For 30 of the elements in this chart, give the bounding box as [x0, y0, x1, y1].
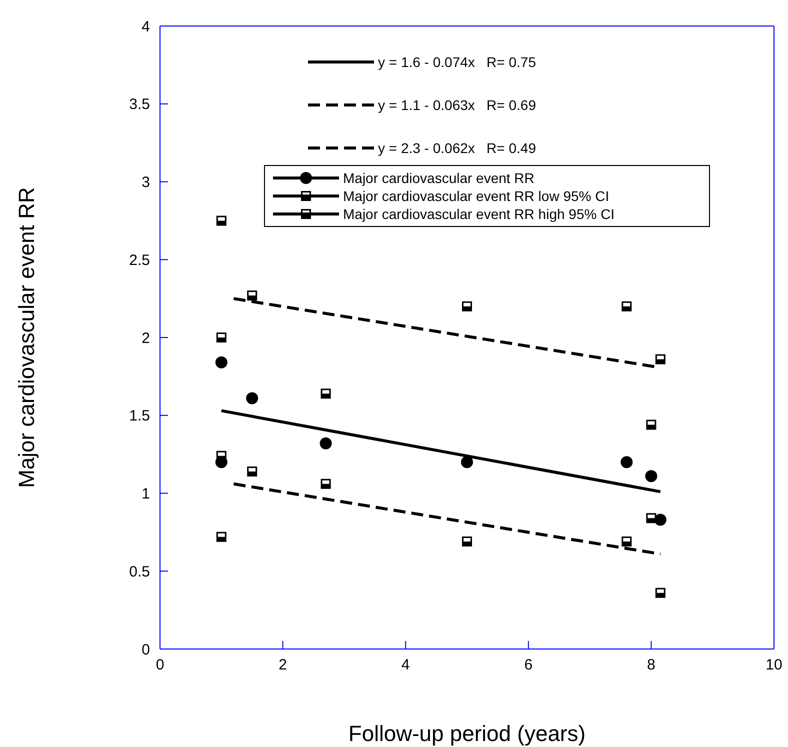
- y-tick-label: 2: [142, 330, 150, 347]
- point: [320, 437, 332, 450]
- y-tick-label: 2.5: [129, 252, 150, 269]
- point: [654, 514, 666, 526]
- legend-label: Major cardiovascular event RR high 95% CI: [343, 206, 615, 222]
- x-tick-label: 10: [766, 656, 782, 674]
- legend-label: y = 1.6 - 0.074x R= 0.75: [378, 54, 536, 70]
- legend-label: y = 2.3 - 0.062x R= 0.49: [378, 140, 536, 156]
- y-tick-label: 0.5: [129, 563, 150, 580]
- y-tick-label: 4: [142, 18, 150, 36]
- legend-label: Major cardiovascular event RR: [343, 170, 534, 186]
- point: [215, 356, 228, 368]
- point: [461, 456, 473, 468]
- x-tick-label: 6: [524, 656, 533, 674]
- x-tick-label: 0: [156, 656, 164, 674]
- y-tick-label: 1.5: [129, 408, 150, 425]
- y-tick-label: 3: [142, 174, 150, 192]
- legend-label: Major cardiovascular event RR low 95% CI: [343, 188, 610, 204]
- point: [645, 470, 658, 482]
- legend-label: y = 1.1 - 0.063x R= 0.69: [378, 96, 536, 112]
- point: [620, 456, 633, 468]
- x-axis-title: Follow-up period (years): [348, 721, 586, 746]
- x-tick-label: 2: [278, 656, 287, 674]
- y-tick-label: 3.5: [129, 96, 150, 114]
- y-tick-label: 1: [142, 486, 150, 503]
- x-tick-label: 8: [647, 656, 656, 674]
- y-tick-label: 0: [142, 641, 150, 658]
- point: [246, 392, 258, 404]
- x-tick-label: 4: [401, 656, 410, 674]
- y-axis-title: Major cardiovascular event RR: [14, 187, 39, 488]
